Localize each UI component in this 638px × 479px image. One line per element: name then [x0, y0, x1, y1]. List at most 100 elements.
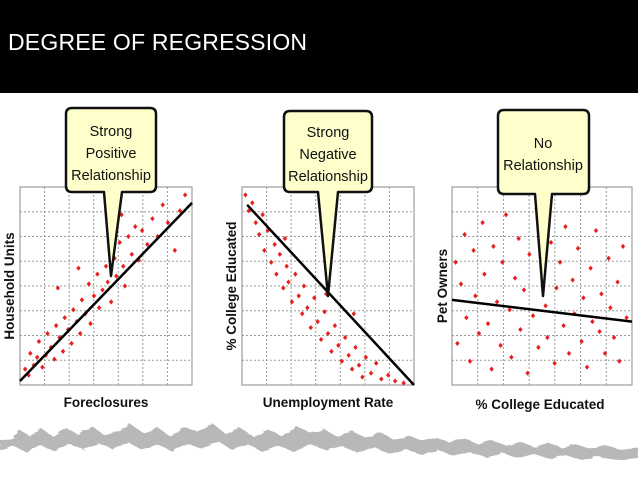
- data-point: [79, 297, 85, 303]
- y-axis-label: % College Educated: [224, 221, 239, 350]
- data-point: [53, 323, 59, 329]
- data-point: [272, 241, 277, 248]
- data-point: [26, 372, 31, 378]
- data-point: [343, 334, 348, 341]
- data-point: [160, 202, 165, 208]
- data-points: [243, 192, 406, 386]
- data-point: [308, 324, 313, 331]
- data-point: [182, 192, 188, 198]
- data-point: [507, 307, 512, 313]
- data-point: [177, 208, 183, 214]
- data-point: [281, 285, 286, 291]
- data-point: [489, 366, 494, 372]
- data-point: [593, 227, 599, 234]
- data-point: [301, 283, 307, 289]
- data-point: [250, 200, 255, 206]
- data-point: [45, 330, 50, 337]
- data-point: [464, 315, 469, 321]
- data-point: [126, 233, 131, 240]
- callout-bubble: Strong Negative Relationship: [282, 109, 374, 298]
- data-point: [114, 273, 119, 279]
- data-point: [60, 348, 66, 354]
- data-point: [512, 275, 518, 281]
- data-point: [86, 281, 91, 287]
- data-point: [584, 364, 590, 370]
- data-point: [274, 271, 279, 277]
- data-point: [119, 212, 124, 218]
- data-point: [543, 303, 548, 309]
- data-point: [360, 374, 365, 380]
- data-point: [22, 366, 28, 372]
- data-point: [590, 319, 595, 325]
- data-point: [296, 293, 301, 299]
- data-point: [401, 380, 406, 386]
- data-point: [145, 241, 150, 248]
- callout-line: Relationship: [503, 158, 583, 174]
- data-point: [498, 342, 503, 348]
- data-point: [253, 220, 258, 226]
- data-point: [563, 224, 568, 230]
- data-point: [100, 287, 105, 293]
- data-point: [105, 279, 110, 285]
- data-point: [455, 340, 460, 347]
- data-point: [575, 245, 581, 251]
- callout-line: No: [534, 136, 553, 152]
- data-point: [561, 323, 566, 329]
- data-points: [22, 192, 188, 378]
- data-point: [28, 350, 33, 356]
- data-point: [545, 334, 550, 341]
- slide-content: Foreclosures Household Units Strong Posi…: [0, 93, 638, 479]
- y-axis-label: Household Units: [2, 232, 17, 339]
- data-point: [530, 313, 536, 319]
- data-point: [462, 231, 467, 238]
- chart-no-relationship: % College Educated Pet Owners No Relatio…: [435, 108, 633, 412]
- data-point: [78, 330, 83, 337]
- slide-title: DEGREE OF REGRESSION: [8, 29, 308, 55]
- trend-line: [19, 201, 193, 382]
- data-point: [617, 358, 622, 364]
- data-point: [117, 239, 122, 246]
- data-point: [597, 328, 602, 335]
- x-axis-label: % College Educated: [475, 397, 604, 412]
- data-points: [453, 206, 629, 376]
- data-point: [300, 311, 305, 317]
- data-point: [602, 350, 608, 356]
- data-point: [36, 338, 42, 345]
- data-point: [329, 348, 334, 354]
- data-point: [260, 212, 265, 218]
- data-point: [150, 216, 155, 222]
- x-axis-label: Unemployment Rate: [263, 395, 394, 410]
- data-point: [346, 352, 351, 358]
- data-point: [379, 376, 384, 382]
- data-point: [392, 378, 398, 384]
- data-point: [136, 257, 141, 263]
- data-point: [615, 279, 620, 285]
- slide-header: DEGREE OF REGRESSION: [0, 0, 638, 93]
- data-point: [467, 358, 473, 364]
- data-point: [332, 323, 338, 329]
- data-point: [570, 277, 575, 283]
- data-point: [262, 247, 267, 253]
- data-point: [71, 307, 76, 313]
- data-point: [473, 293, 478, 299]
- trend-line: [246, 203, 415, 386]
- data-point: [257, 231, 262, 238]
- data-point: [363, 354, 369, 360]
- data-point: [356, 362, 362, 368]
- data-point: [293, 271, 298, 277]
- data-point: [608, 305, 613, 311]
- data-point: [277, 251, 283, 257]
- data-point: [509, 354, 514, 360]
- data-point: [139, 227, 145, 234]
- data-point: [339, 358, 344, 364]
- chart-strong-negative: Unemployment Rate % College Educated Str…: [224, 109, 415, 410]
- data-point: [494, 299, 500, 305]
- y-axis-label: Pet Owners: [435, 249, 450, 323]
- data-point: [482, 271, 487, 277]
- callout-bubble: No Relationship: [496, 108, 591, 298]
- data-point: [548, 239, 554, 246]
- callout-line: Relationship: [71, 168, 151, 184]
- data-point: [536, 344, 541, 350]
- charts-figure: Foreclosures Household Units Strong Posi…: [0, 106, 638, 479]
- data-point: [91, 293, 97, 299]
